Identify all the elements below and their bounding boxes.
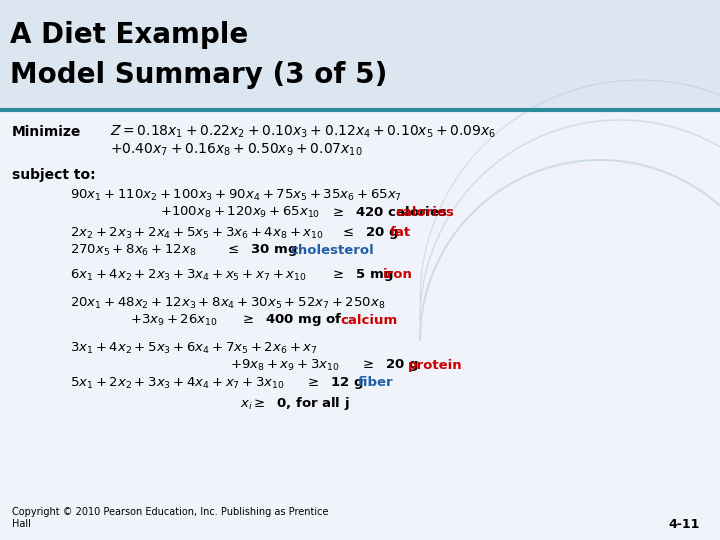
Text: fiber: fiber xyxy=(358,376,394,389)
Text: $+ 100x_8 + 120x_9 + 65x_{10}$: $+ 100x_8 + 120x_9 + 65x_{10}$ xyxy=(160,205,320,220)
Text: $20x_1 + 48x_2 + 12x_3 + 8x_4 + 30x_5 + 52x_7 + 250x_8$: $20x_1 + 48x_2 + 12x_3 + 8x_4 + 30x_5 + … xyxy=(70,295,385,310)
Text: $\geq$  420 calories: $\geq$ 420 calories xyxy=(330,205,447,219)
Text: $90x_1 + 110x_2 + 100x_3 + 90x_4 + 75x_5 + 35x_6 + 65x_7$: $90x_1 + 110x_2 + 100x_3 + 90x_4 + 75x_5… xyxy=(70,187,402,202)
Text: $\geq$  5 mg: $\geq$ 5 mg xyxy=(330,267,394,283)
Text: A Diet Example: A Diet Example xyxy=(10,21,248,49)
Text: calories: calories xyxy=(395,206,454,219)
Text: Minimize: Minimize xyxy=(12,125,81,139)
Text: $+ 3x_9 + 26x_{10}$: $+ 3x_9 + 26x_{10}$ xyxy=(130,313,217,328)
Text: $6x_1 + 4x_2 + 2x_3 + 3x_4 + x_5 + x_7 + x_{10}$: $6x_1 + 4x_2 + 2x_3 + 3x_4 + x_5 + x_7 +… xyxy=(70,267,307,282)
Text: $2x_2 + 2x_3 + 2x_4 + 5x_5 + 3x_6 + 4x_8 + x_{10}$: $2x_2 + 2x_3 + 2x_4 + 5x_5 + 3x_6 + 4x_8… xyxy=(70,226,324,240)
Text: fat: fat xyxy=(390,226,411,240)
Text: $\geq$  20 g: $\geq$ 20 g xyxy=(360,357,419,373)
Text: $x_i \geq$  0, for all j: $x_i \geq$ 0, for all j xyxy=(240,395,350,411)
Text: Model Summary (3 of 5): Model Summary (3 of 5) xyxy=(10,61,387,89)
Text: $\geq$  400 mg of: $\geq$ 400 mg of xyxy=(240,312,343,328)
Text: 4-11: 4-11 xyxy=(669,518,700,531)
FancyBboxPatch shape xyxy=(0,110,720,540)
Text: Copyright © 2010 Pearson Education, Inc. Publishing as Prentice
Hall: Copyright © 2010 Pearson Education, Inc.… xyxy=(12,507,328,529)
Text: $Z = 0.18x_1 + 0.22x_2 + 0.10x_3 + 0.12x_4 + 0.10x_5 + 0.09x_6$: $Z = 0.18x_1 + 0.22x_2 + 0.10x_3 + 0.12x… xyxy=(110,124,496,140)
Text: $\leq$  30 mg: $\leq$ 30 mg xyxy=(225,242,298,258)
Text: $\leq$  20 g: $\leq$ 20 g xyxy=(340,225,399,241)
Text: calcium: calcium xyxy=(340,314,397,327)
FancyBboxPatch shape xyxy=(0,0,720,110)
Text: cholesterol: cholesterol xyxy=(290,244,374,256)
Text: $3x_1 + 4x_2 + 5x_3 + 6x_4 + 7x_5 + 2x_6 + x_7$: $3x_1 + 4x_2 + 5x_3 + 6x_4 + 7x_5 + 2x_6… xyxy=(70,340,318,355)
Text: $\geq$  12 g: $\geq$ 12 g xyxy=(305,375,364,391)
Text: protein: protein xyxy=(408,359,463,372)
Text: $5x_1 + 2x_2 + 3x_3 + 4x_4 + x_7 + 3x_{10}$: $5x_1 + 2x_2 + 3x_3 + 4x_4 + x_7 + 3x_{1… xyxy=(70,375,285,390)
Text: $270x_5 + 8x_6 + 12x_8$: $270x_5 + 8x_6 + 12x_8$ xyxy=(70,242,197,258)
Text: $+ 0.40x_7 + 0.16x_8 + 0.50x_9 + 0.07x_{10}$: $+ 0.40x_7 + 0.16x_8 + 0.50x_9 + 0.07x_{… xyxy=(110,142,363,158)
Text: iron: iron xyxy=(383,268,413,281)
Text: subject to:: subject to: xyxy=(12,168,96,182)
Text: $+ 9x_8 + x_9 + 3x_{10}$: $+ 9x_8 + x_9 + 3x_{10}$ xyxy=(230,357,340,373)
